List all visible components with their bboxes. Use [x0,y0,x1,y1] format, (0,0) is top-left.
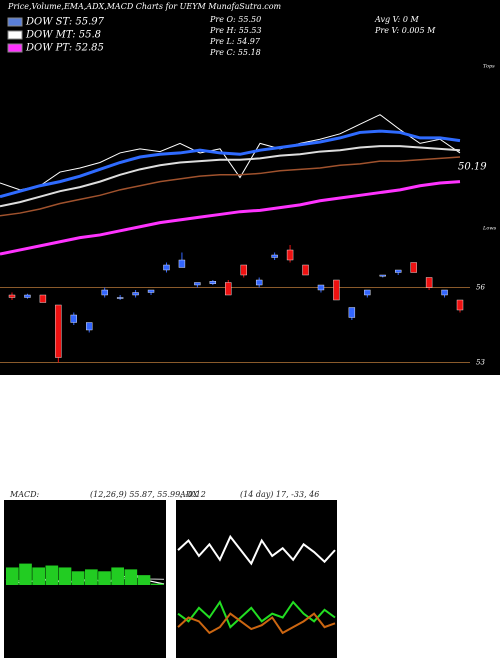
adx-panel [176,500,337,658]
macd-title: MACD: [9,490,40,499]
candle-body [70,314,77,323]
candle-body [101,289,108,296]
histogram-bar [111,567,124,585]
candle-body [364,289,371,296]
candle-body [302,264,309,276]
candle-body [425,277,433,288]
annotation: Lows [482,226,497,232]
histogram-bar [124,569,138,585]
histogram-bar [58,567,72,585]
candle-body [178,259,186,268]
candle-body [39,294,47,303]
candle-body [410,262,417,273]
histogram-bar [19,563,32,585]
legend-label: DOW ST: 55.97 [25,17,105,28]
series-line [0,145,461,208]
series-line [177,612,336,635]
candle-body [240,264,247,276]
legend-swatch [7,30,23,40]
histogram-bar [32,567,45,585]
info: Pre L: 54.97 [209,37,261,46]
histogram-bar [6,567,19,585]
annotation: Tops [483,64,495,70]
candle-body [24,294,31,298]
candle-body [317,284,325,291]
y-tick-label: 53 [476,359,485,367]
candle-body [379,274,386,277]
adx-title: ADX [179,490,198,499]
annotation: 50.19 [458,162,487,173]
histogram-bar [137,575,151,585]
info: Pre V: 0.005 M [374,26,436,35]
candle-body [333,279,340,301]
info: Pre H: 55.53 [209,26,262,35]
candle-body [441,289,448,296]
info: Pre O: 55.50 [209,15,261,24]
histogram-bar [85,569,98,585]
series-line [0,114,461,191]
legend-swatch [7,17,23,27]
y-tick-label: 56 [476,284,485,292]
legend-label: DOW MT: 55.8 [25,30,101,41]
candle-body [8,294,16,298]
histogram-bar [150,583,164,585]
histogram-bar [71,571,85,585]
series-line [0,129,461,199]
legend-swatch [7,43,23,53]
info: Pre C: 55.18 [209,48,261,57]
candle-body [348,307,356,318]
adx-subtitle: (14 day) 17, -33, 46 [240,490,319,499]
histogram-bar [45,565,59,585]
candle-body [209,281,217,284]
candle-body [395,269,402,273]
series-line [0,156,461,217]
candle-body [116,297,124,299]
candle-body [255,279,263,286]
candle-body [271,254,278,258]
candle-body [194,282,201,286]
legend-label: DOW PT: 52.85 [25,43,104,54]
candle-body [86,322,93,331]
candle-body [225,282,232,296]
macd-subtitle: (12,26,9) 55.87, 55.99, -0.12 [90,490,206,499]
chart-title: Price,Volume,EMA,ADX,MACD Charts for UEY… [7,2,282,11]
candle-body [163,264,170,271]
candle-body [132,292,139,296]
histogram-bar [98,571,111,585]
candle-body [456,299,464,311]
candle-body [147,289,155,293]
info: Avg V: 0 M [374,15,419,24]
series-line [177,534,336,566]
series-line [0,180,461,256]
candle-body [55,304,62,358]
candle-body [286,249,294,261]
